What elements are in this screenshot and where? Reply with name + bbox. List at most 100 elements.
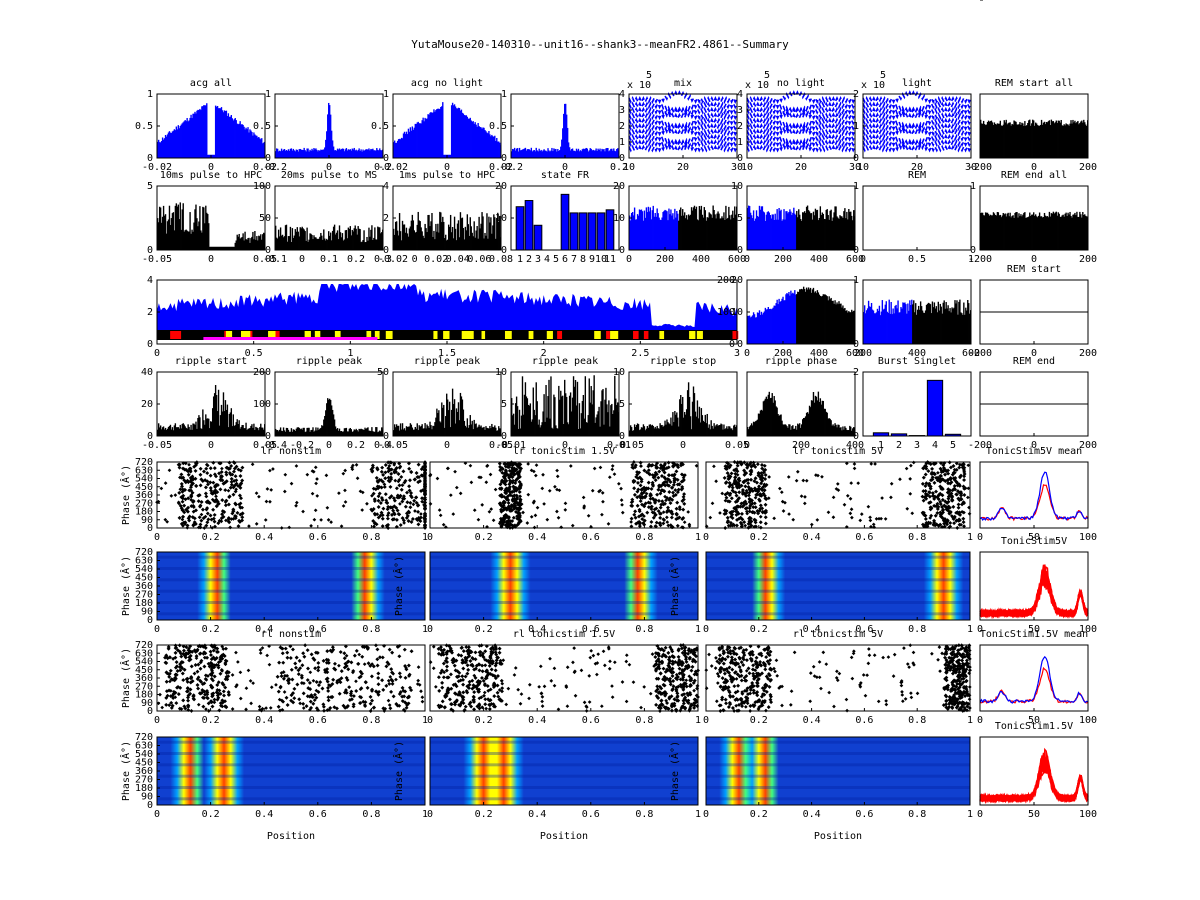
bar: [945, 302, 947, 344]
heat-band: [157, 578, 425, 582]
bar: [809, 213, 812, 250]
chart-title: Burst Singlet: [878, 356, 956, 367]
bar: [542, 150, 544, 158]
bar: [474, 237, 476, 250]
bar: [761, 206, 764, 250]
bar: [212, 154, 215, 158]
bar: [986, 122, 989, 158]
bar: [350, 429, 352, 436]
bar: [377, 432, 379, 436]
x-tick-label: -200: [968, 348, 992, 359]
x-tick-label: 200: [656, 254, 674, 265]
bar: [1022, 214, 1024, 250]
state-mark: [481, 331, 486, 339]
spike-point: [755, 462, 760, 467]
x-tick-label: 0.4: [803, 532, 821, 543]
bar: [920, 306, 923, 344]
bar: [168, 131, 171, 158]
x-tick-label: 0: [154, 532, 160, 543]
bar: [242, 233, 244, 250]
bar: [807, 210, 810, 250]
bar: [787, 294, 789, 344]
spike-point: [193, 468, 198, 473]
spike-point: [414, 495, 418, 500]
bar: [309, 233, 311, 250]
x-tick-label: 0: [562, 440, 568, 451]
spike-point: [856, 481, 861, 486]
spike-point: [196, 686, 201, 691]
x-tick-label: 2: [896, 440, 902, 451]
bar: [635, 425, 638, 436]
bar: [641, 211, 644, 250]
spike-point: [831, 515, 836, 520]
spike-point: [666, 460, 671, 465]
chart-title: TonicStim5V: [1001, 536, 1067, 547]
bar: [283, 236, 286, 250]
spike-point: [852, 466, 857, 471]
bar: [1046, 122, 1049, 158]
state-mark: [433, 331, 438, 339]
bar: [361, 429, 363, 436]
spike-point: [729, 471, 734, 476]
bar: [848, 311, 850, 344]
spike-point: [265, 487, 270, 491]
bar: [784, 219, 786, 250]
bar: [242, 425, 244, 436]
bar: [312, 239, 314, 250]
bar: [469, 117, 471, 158]
bar: [297, 427, 299, 436]
bar: [962, 314, 964, 344]
bar: [162, 426, 165, 436]
bar: [379, 227, 381, 250]
bar: [659, 423, 661, 436]
bar: [468, 118, 470, 158]
spike-point: [398, 523, 403, 528]
bar: [289, 148, 292, 158]
spike-point: [305, 472, 310, 477]
bar: [323, 419, 325, 436]
bar: [512, 413, 515, 436]
bar: [489, 425, 491, 436]
spike-point: [205, 471, 210, 476]
bar: [420, 123, 422, 158]
bar: [488, 216, 490, 250]
bar: [380, 233, 382, 250]
x-tick-label: 0: [208, 254, 214, 265]
state-mark: [315, 331, 321, 339]
bar: [980, 123, 983, 158]
bar: [378, 431, 380, 436]
bar: [569, 392, 572, 436]
spike-point: [339, 524, 344, 528]
y-tick-label: 0: [383, 153, 389, 164]
bar: [1066, 216, 1068, 250]
heat-field: [706, 552, 970, 620]
bar: [900, 307, 902, 344]
bar: [517, 151, 520, 158]
bar: [229, 116, 232, 158]
spike-point: [202, 664, 207, 669]
bar: [816, 290, 819, 344]
bar: [333, 419, 336, 436]
spike-point: [739, 511, 744, 516]
spike-point: [201, 469, 206, 474]
bar: [558, 385, 560, 436]
bar: [462, 228, 465, 250]
bar: [706, 217, 708, 250]
bar: [202, 206, 204, 250]
bar: [836, 216, 838, 250]
bar: [847, 219, 849, 250]
bar: [759, 314, 762, 344]
bar: [229, 246, 232, 250]
bar: [951, 307, 953, 344]
spike-point: [795, 469, 800, 474]
spike-point: [491, 518, 496, 523]
bar: [158, 427, 161, 436]
bar: [360, 242, 362, 250]
bar: [695, 206, 698, 250]
bar: [303, 427, 305, 436]
bar: [1082, 122, 1084, 158]
spike-point: [581, 495, 586, 500]
bar: [427, 426, 429, 436]
state-mark: [268, 331, 275, 339]
